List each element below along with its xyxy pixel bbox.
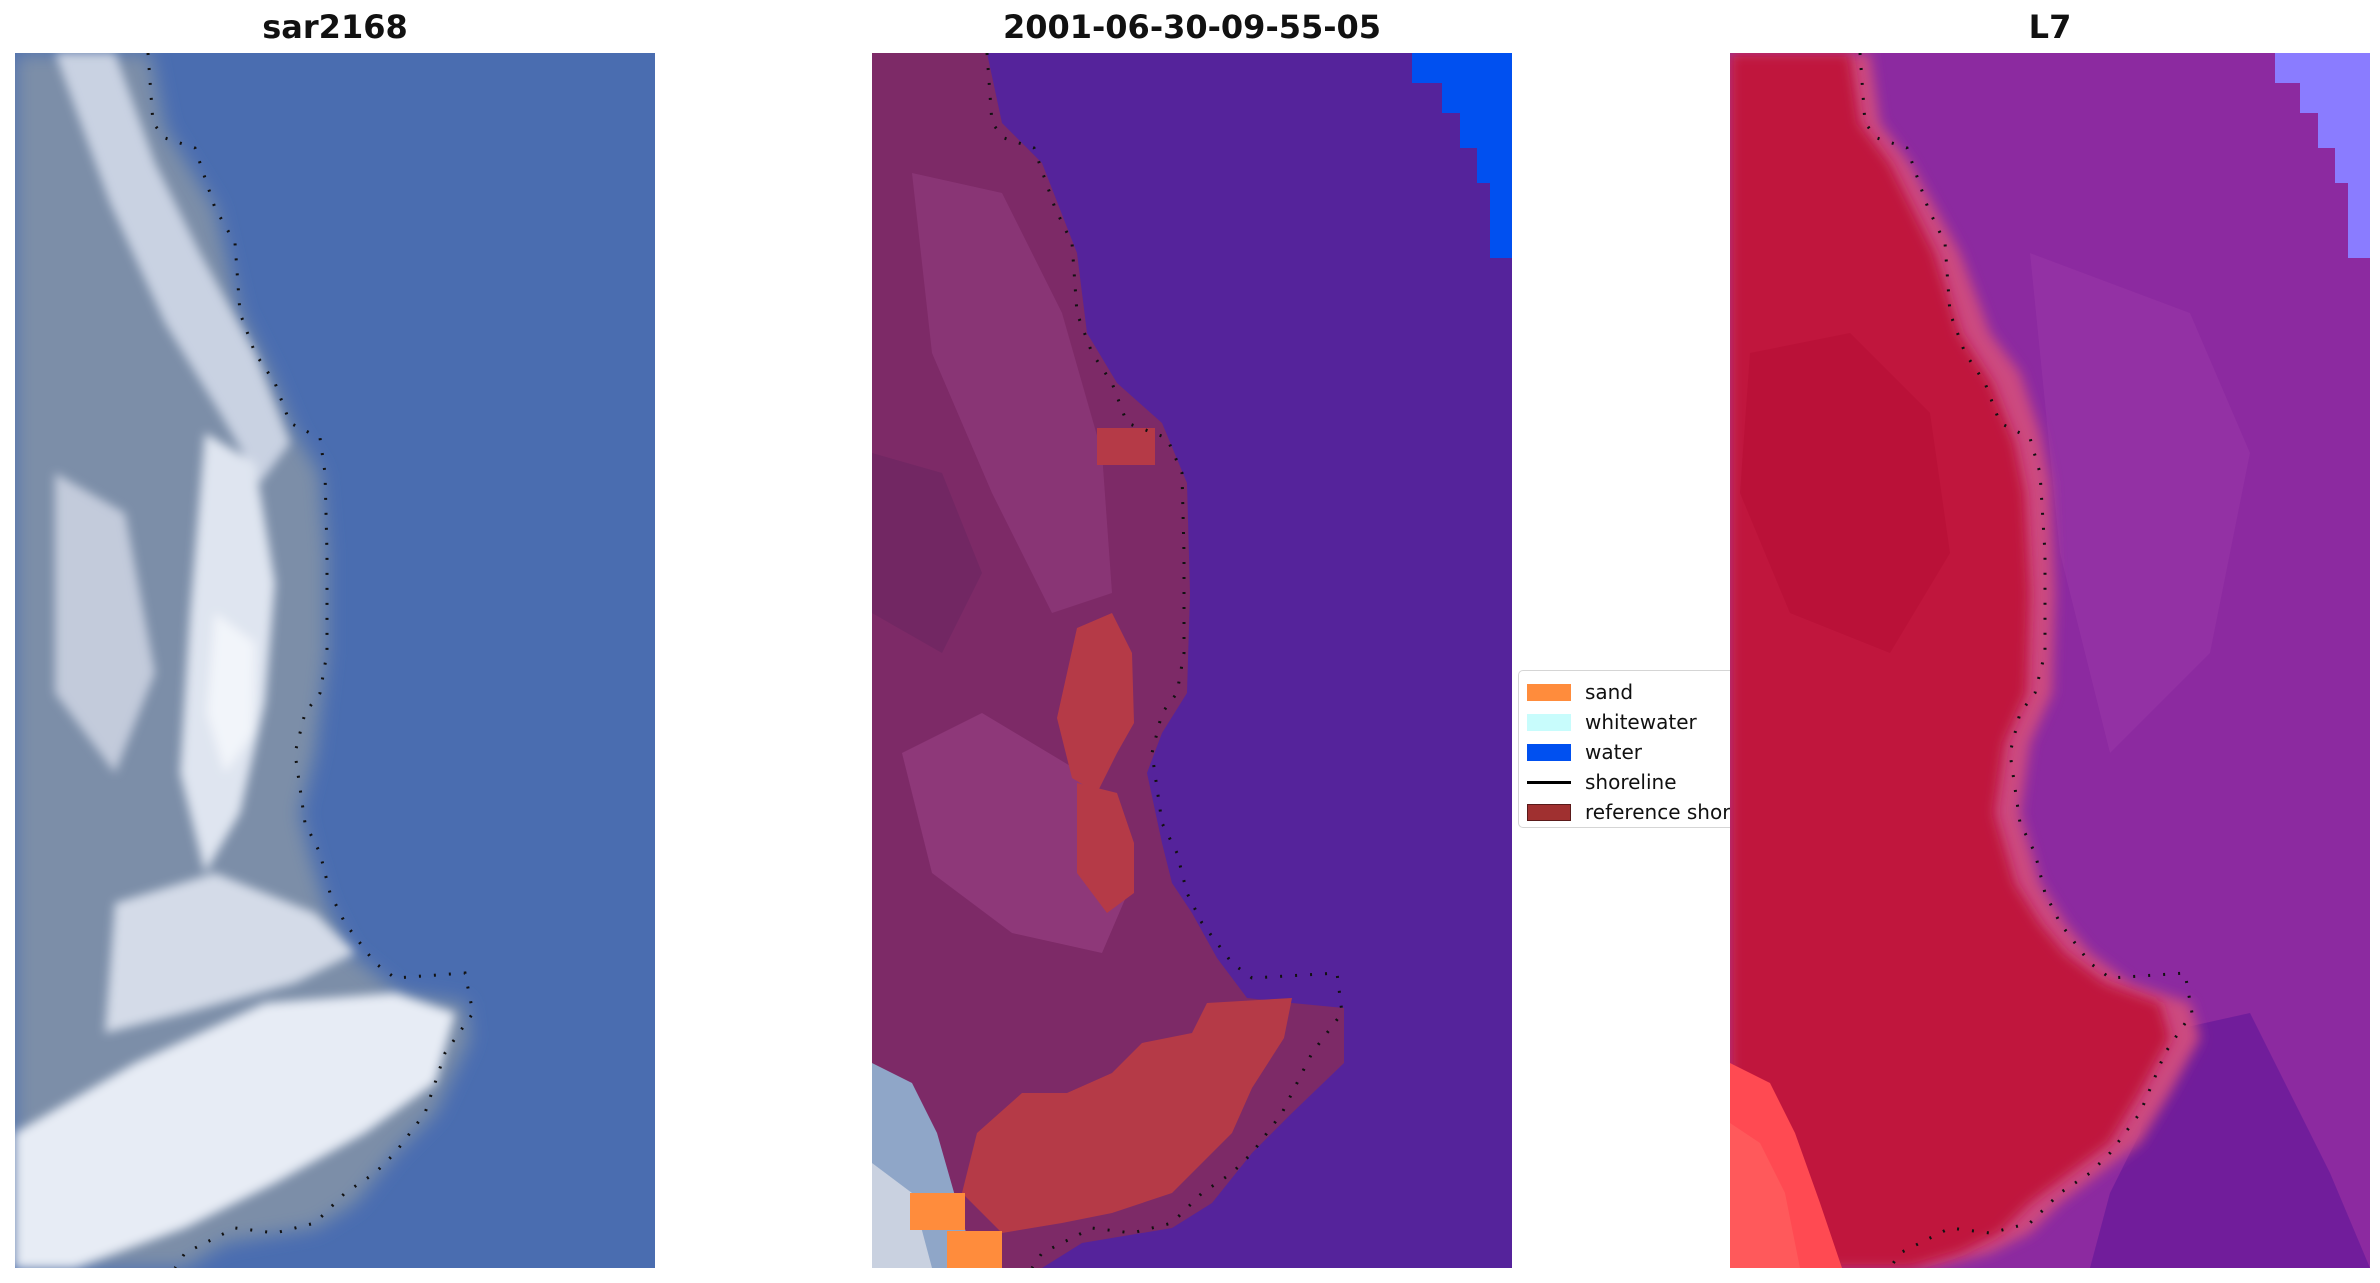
panel-title-water-index: L7 bbox=[2028, 8, 2072, 46]
legend-swatch-water bbox=[1527, 743, 1571, 761]
panel-rgb-image: sar2168 bbox=[15, 0, 655, 1283]
legend-item-water: water bbox=[1527, 739, 1642, 765]
panel-title-classification: 2001-06-30-09-55-05 bbox=[1002, 8, 1382, 46]
classification-image bbox=[872, 53, 1512, 1268]
legend: sand whitewater water shoreline referenc… bbox=[1518, 670, 1730, 828]
class-shoreline bbox=[985, 53, 1344, 1268]
panel-classification: 2001-06-30-09-55-05 bbox=[872, 0, 1512, 1283]
class-sand-overlay bbox=[962, 428, 1292, 1233]
legend-item-sand: sand bbox=[1527, 679, 1633, 705]
legend-item-whitewater: whitewater bbox=[1527, 709, 1697, 735]
rgb-whitewater bbox=[15, 53, 455, 1268]
legend-swatch-reference-shoreline bbox=[1527, 803, 1571, 821]
panel-water-index: L7 bbox=[1730, 0, 2370, 1283]
class-water-patch bbox=[1412, 53, 1512, 258]
legend-swatch-whitewater bbox=[1527, 713, 1571, 731]
legend-item-reference-shoreline: reference shoreline bbox=[1527, 799, 1730, 825]
legend-item-shoreline: shoreline bbox=[1527, 769, 1677, 795]
class-sand-patch bbox=[947, 1231, 1002, 1268]
legend-swatch-sand bbox=[1527, 683, 1571, 701]
legend-line-shoreline bbox=[1527, 780, 1571, 784]
rgb-image bbox=[15, 53, 655, 1268]
water-index-image bbox=[1730, 53, 2370, 1268]
index-water-patch bbox=[2275, 53, 2370, 258]
panel-title-rgb: sar2168 bbox=[262, 8, 408, 46]
class-sand-patch bbox=[910, 1193, 965, 1230]
